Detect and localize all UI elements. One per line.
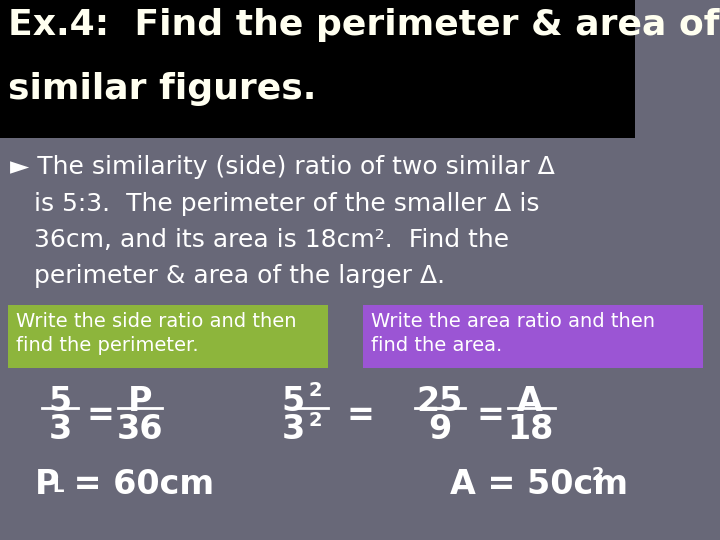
Text: =: = [86,399,114,432]
Text: 36cm, and its area is 18cm².  Find the: 36cm, and its area is 18cm². Find the [10,228,509,252]
FancyBboxPatch shape [363,305,703,368]
Text: is 5:3.  The perimeter of the smaller Δ is: is 5:3. The perimeter of the smaller Δ i… [10,192,539,216]
Text: Ex.4:  Find the perimeter & area of: Ex.4: Find the perimeter & area of [8,8,719,42]
Text: Write the area ratio and then: Write the area ratio and then [371,312,655,331]
Text: =: = [346,399,374,432]
Text: Write the side ratio and then: Write the side ratio and then [16,312,297,331]
Text: perimeter & area of the larger Δ.: perimeter & area of the larger Δ. [10,264,445,288]
Text: P: P [127,385,152,418]
Text: 9: 9 [428,413,451,446]
Text: 3: 3 [282,413,305,446]
Text: 2: 2 [308,381,322,400]
Text: = 60cm: = 60cm [62,468,214,501]
FancyBboxPatch shape [8,305,328,368]
Text: find the perimeter.: find the perimeter. [16,336,199,355]
Text: L: L [52,478,63,496]
Text: ► The similarity (side) ratio of two similar Δ: ► The similarity (side) ratio of two sim… [10,155,555,179]
Text: find the area.: find the area. [371,336,503,355]
Text: 2: 2 [592,466,605,484]
Text: 36: 36 [117,413,163,446]
Text: similar figures.: similar figures. [8,72,316,106]
Text: 2: 2 [308,411,322,430]
FancyBboxPatch shape [0,0,635,138]
Text: 5: 5 [48,385,71,418]
Text: 18: 18 [507,413,553,446]
Text: 25: 25 [417,385,463,418]
Text: A: A [517,385,543,418]
Text: 5: 5 [282,385,305,418]
Text: 3: 3 [48,413,71,446]
Text: A = 50cm: A = 50cm [450,468,628,501]
Text: P: P [35,468,60,501]
Text: =: = [476,399,504,432]
